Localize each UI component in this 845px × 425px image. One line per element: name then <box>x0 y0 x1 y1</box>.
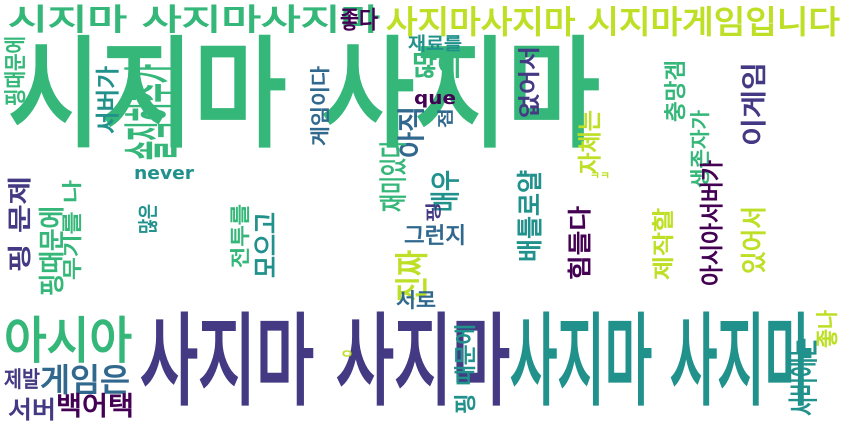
word-21: 핑 <box>424 202 443 222</box>
word-0: 사지마 사지마 <box>140 303 510 420</box>
word-32: 핑때문에 <box>38 206 68 296</box>
word-5: 아시아 <box>4 312 132 370</box>
word-34: 모으고 <box>252 212 282 278</box>
word-20: 점 <box>436 108 455 128</box>
word-12: 많이 <box>412 49 462 82</box>
word-15: 그런지 <box>404 224 466 249</box>
word-41: 충망겜 <box>664 59 689 122</box>
word-23: ㅇ <box>340 347 354 361</box>
word-27: 솔직히추가 <box>121 64 186 160</box>
word-45: 있어서 <box>740 206 770 274</box>
word-6: 게임은 <box>40 361 130 399</box>
word-18: 좋다 <box>340 6 378 34</box>
word-38: 자체는 <box>576 110 604 174</box>
word-44: 제작할 <box>652 208 677 280</box>
word-47: 서버에는 <box>787 338 822 416</box>
word-39: 힘들다 <box>566 206 594 280</box>
word-26: 서버가 <box>94 66 122 134</box>
word-7: 백어택 <box>56 392 134 422</box>
word-17: never <box>134 163 194 184</box>
word-33: 핑 때문에 <box>454 324 479 414</box>
word-31: 재미있다 <box>377 140 410 212</box>
word-2: 시지마 사지마 <box>8 26 600 165</box>
word-16: 서로 <box>396 288 436 312</box>
word-14: que <box>414 88 456 109</box>
word-43: 아시아서버가 <box>698 160 726 286</box>
word-1: 사지마 사지마 <box>510 303 812 420</box>
word-13: 재료를 <box>408 34 462 55</box>
word-22: 많은 <box>136 204 160 234</box>
word-28: 핑 문제 <box>6 176 34 272</box>
word-3: 시지마 사지마사지마 <box>8 3 380 38</box>
word-4: 사지마사지마 시지마게임입니다 <box>386 3 840 41</box>
word-25: 핑때문에 <box>4 36 29 107</box>
word-9: 제발 <box>4 368 40 393</box>
word-37: 배틀로얄 <box>516 170 546 262</box>
word-36: 없어서 <box>518 45 543 118</box>
word-30: 게임이다 <box>308 66 332 146</box>
word-40: 이게임 <box>740 62 770 146</box>
word-8: 서버 <box>8 396 56 424</box>
word-24: ㅋㅋ <box>590 171 610 182</box>
word-35: 전투를 <box>228 204 252 268</box>
